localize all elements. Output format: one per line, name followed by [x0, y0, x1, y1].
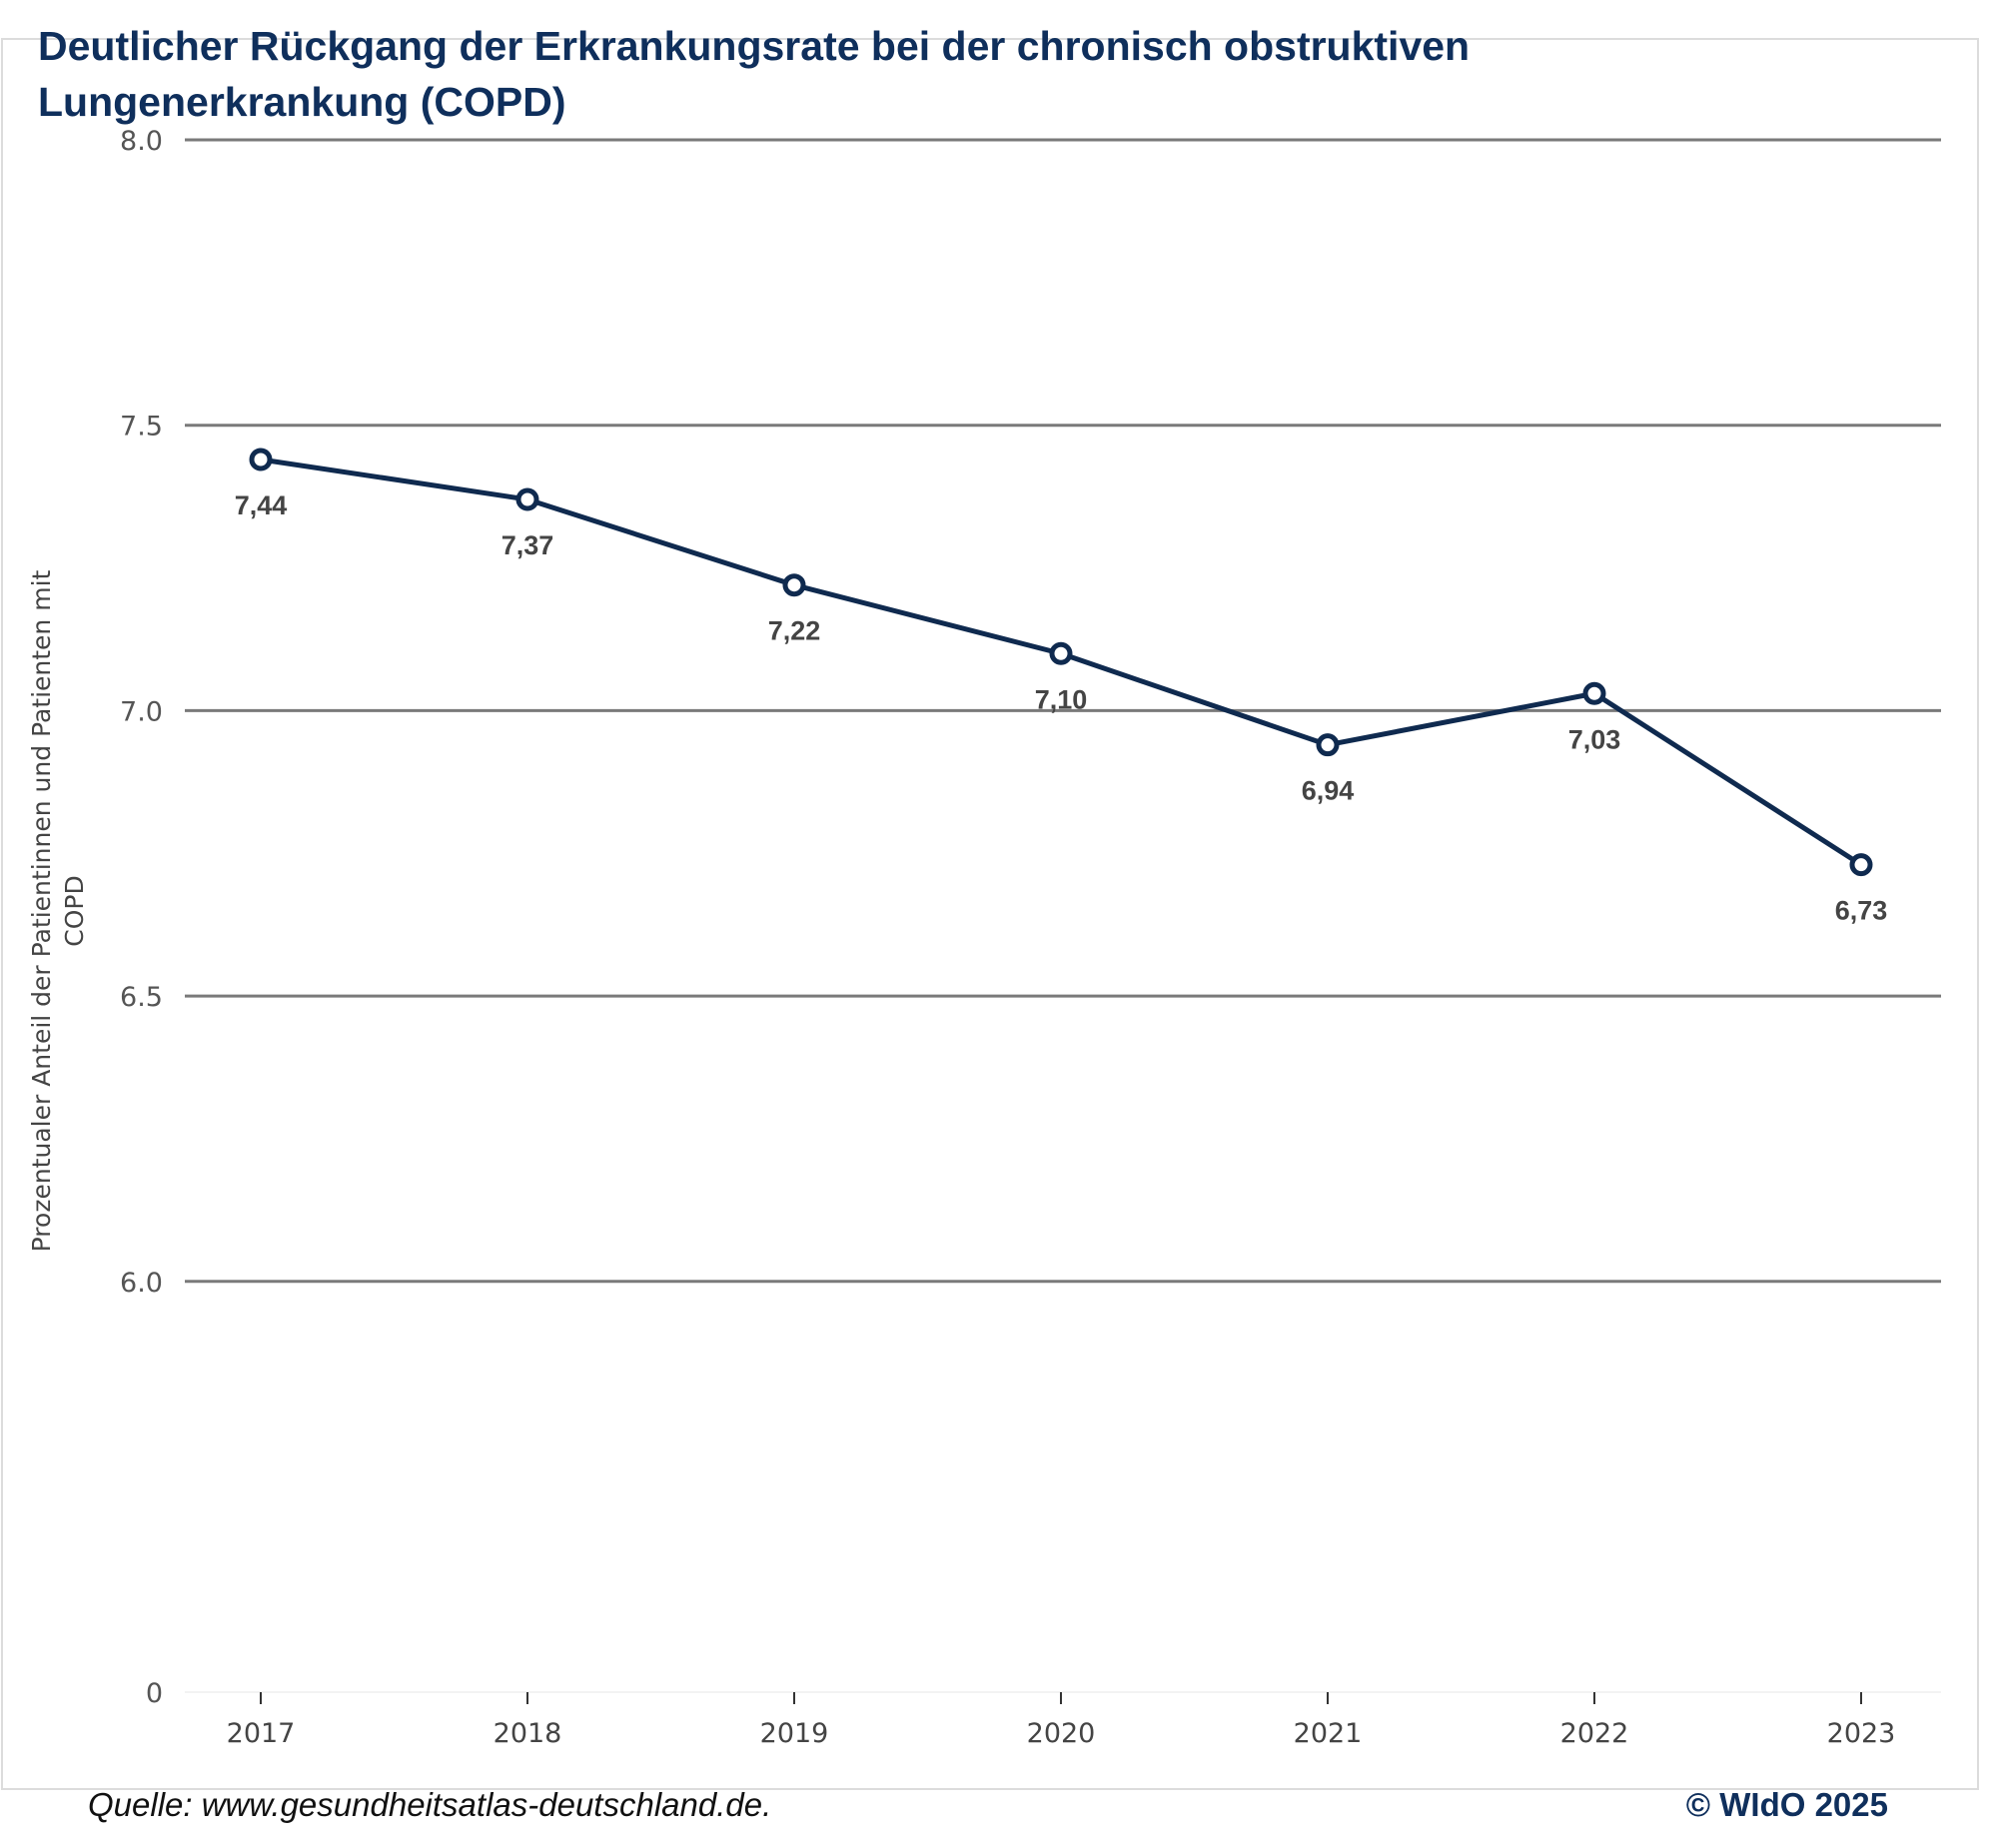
data-point [1582, 681, 1606, 705]
data-label: 7,37 [501, 530, 554, 560]
chart-title: Deutlicher Rückgang der Erkrankungsrate … [38, 23, 1471, 125]
data-label: 7,22 [768, 616, 821, 646]
y-axis-label: Prozentualer Anteil der Patientinnen und… [27, 569, 89, 1252]
data-point [782, 573, 806, 597]
data-point [515, 487, 539, 511]
source-note: Quelle: www.gesundheitsatlas-deutschland… [88, 1786, 772, 1823]
x-tick-label: 2017 [227, 1718, 296, 1749]
y-tick-label: 8.0 [120, 126, 163, 157]
data-point [1049, 641, 1073, 665]
y-tick-label: 7.0 [120, 696, 163, 727]
data-label: 7,03 [1568, 724, 1621, 754]
data-label: 7,44 [235, 490, 288, 520]
y-tick-label: 0 [146, 1678, 163, 1709]
data-label: 6,73 [1835, 896, 1888, 926]
y-tick-label: 7.5 [120, 412, 163, 443]
data-point [1316, 733, 1340, 757]
data-point [249, 448, 273, 471]
copyright: © WIdO 2025 [1685, 1786, 1888, 1823]
x-tick-label: 2022 [1560, 1718, 1629, 1749]
x-tick-label: 2019 [760, 1718, 829, 1749]
data-point [1849, 853, 1873, 877]
y-tick-label: 6.0 [120, 1268, 163, 1299]
y-tick-label: 6.5 [120, 982, 163, 1013]
data-label: 7,10 [1035, 684, 1088, 714]
x-tick-label: 2018 [494, 1718, 562, 1749]
chart-frame [1, 38, 1979, 1790]
data-label: 6,94 [1302, 776, 1355, 806]
x-tick-label: 2021 [1294, 1718, 1363, 1749]
x-tick-label: 2023 [1827, 1718, 1896, 1749]
x-tick-label: 2020 [1027, 1718, 1096, 1749]
